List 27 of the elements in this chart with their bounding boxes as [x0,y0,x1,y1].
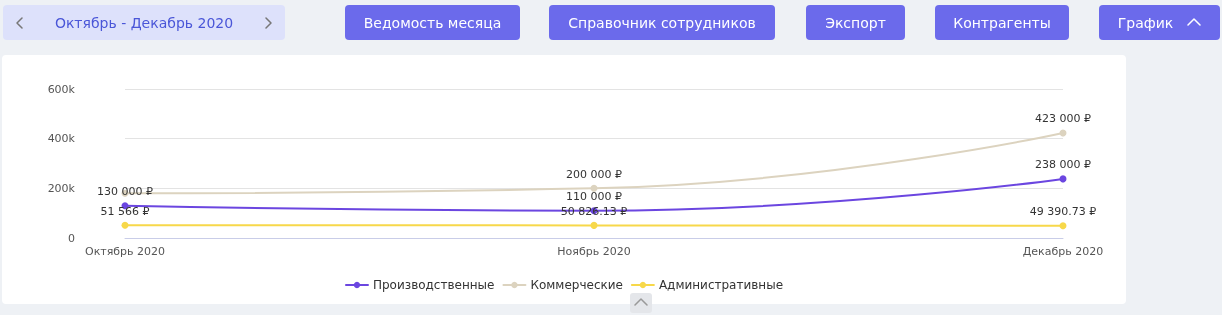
text: Октябрь - Декабрь 2020 [54,14,234,31]
text: Экспорт [825,14,886,31]
text: Справочник сотрудников [568,14,756,31]
point [590,184,598,192]
legend-label: Административные [658,278,784,292]
y-tick-label: 0 [68,231,75,245]
data-label: 130 000 ₽ [97,185,153,199]
data-label: 49 390.73 ₽ [1029,205,1097,219]
data-label: 423 000 ₽ [1035,112,1091,126]
text: Контрагенты [953,14,1051,31]
data-label: 200 000 ₽ [566,167,622,181]
x-tick-label: Ноябрь 2020 [557,245,631,258]
legend-label: Производственные [372,278,495,292]
y-tick-label: 600k [47,82,76,96]
point [590,221,598,229]
text: График [1117,14,1174,31]
point [121,221,129,229]
text: Ведомость месяца [363,14,502,31]
x-tick-label: Октябрь 2020 [84,245,166,258]
y-tick-label: 400k [47,132,76,146]
data-label: 238 000 ₽ [1035,158,1091,172]
point [1059,222,1067,230]
data-label: 110 000 ₽ [566,190,622,204]
x-tick-label: Декабрь 2020 [1022,245,1104,258]
data-label: 51 566 ₽ [100,204,150,218]
legend-label: Коммерческие [530,278,623,292]
y-tick-label: 200k [47,181,76,195]
